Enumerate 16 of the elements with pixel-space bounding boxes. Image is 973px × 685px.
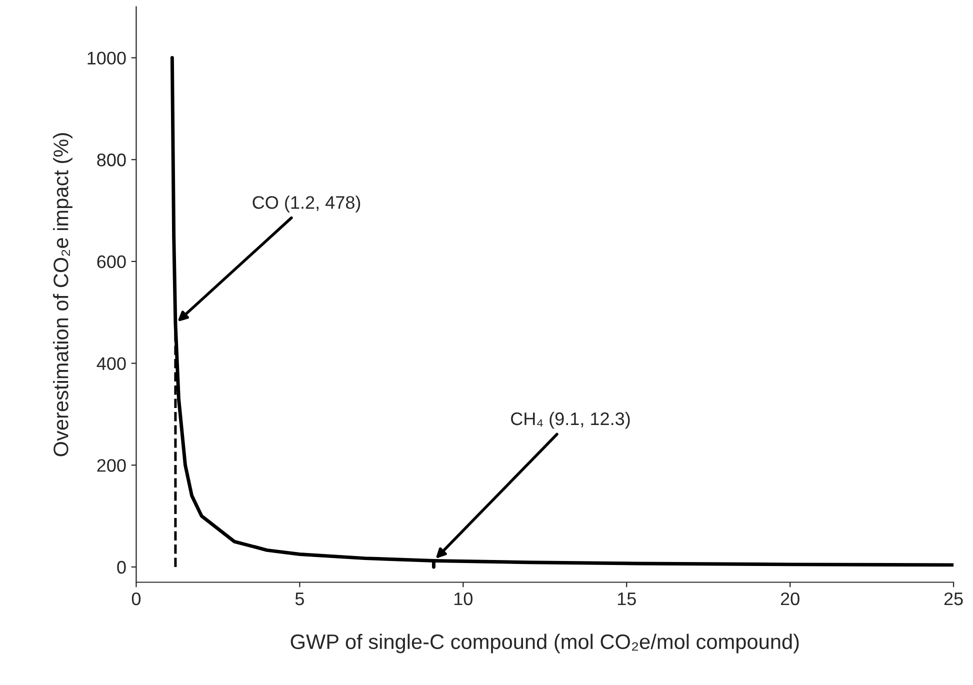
x-axis-title: GWP of single-C compound (mol CO₂e/mol compound) (290, 634, 799, 654)
y-tick-label: 600 (97, 255, 126, 268)
x-tick-label: 5 (295, 592, 304, 606)
annotation: CH₄ (9.1, 12.3) (511, 412, 630, 429)
y-axis-title: Overestimation of CO₂e impact (%) (53, 133, 72, 456)
x-tick-label: 10 (454, 592, 472, 606)
x-tick-label: 0 (132, 592, 141, 606)
y-tick-label: 200 (97, 459, 126, 472)
y-tick-label: 400 (96, 357, 126, 370)
y-tick-label: 1000 (88, 52, 126, 64)
x-tick-label: 15 (618, 592, 636, 606)
y-tick-label: 0 (117, 560, 126, 574)
x-tick-label: 25 (944, 592, 963, 606)
x-tick-label: 20 (780, 592, 800, 606)
y-tick-label: 800 (97, 154, 126, 166)
annotation: CO (1.2, 478) (252, 196, 360, 212)
